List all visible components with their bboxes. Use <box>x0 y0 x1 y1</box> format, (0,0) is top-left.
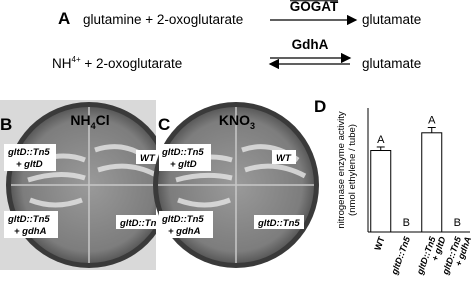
significance-letter: B <box>454 217 461 229</box>
panel-label: D <box>314 97 326 116</box>
label-box <box>4 211 58 238</box>
strain-label: gltD::Tn5 <box>161 147 204 158</box>
text-part: KNO <box>219 112 250 128</box>
strain-label: gltD::Tn5 <box>257 218 300 229</box>
strain-label: gltD::Tn5 <box>7 147 50 158</box>
strain-label: + gltD <box>16 159 43 170</box>
enzyme-label: GdhA <box>292 37 329 52</box>
bar <box>421 132 443 233</box>
reaction-substrates: glutamine + 2-oxoglutarate <box>83 12 243 27</box>
strain-label: + gdhA <box>168 226 201 237</box>
plate-title: NH4Cl <box>70 112 109 131</box>
growth-streaks <box>24 144 160 208</box>
x-tick-label: WT <box>372 235 386 252</box>
y-axis-label: nitrogenase enzyme activity <box>336 111 347 228</box>
panel-label: C <box>158 115 170 134</box>
x-tick-label: gltD::Tn5 <box>389 234 413 276</box>
significance-letter: B <box>403 217 410 229</box>
panel-label: B <box>0 115 12 134</box>
reaction-product: glutamate <box>362 56 421 71</box>
label-box <box>4 144 56 171</box>
strain-label: gltD::Tn5 <box>119 218 162 229</box>
strain-label: WT <box>140 153 156 164</box>
reaction-product: glutamate <box>362 12 421 27</box>
strain-label: WT <box>276 153 292 164</box>
strain-label: + gdhA <box>14 226 47 237</box>
bar-chart: nitrogenase enzyme activity (nmol ethylen… <box>336 108 473 277</box>
plate-panel: KNO3 gltD::Tn5 + gltD WT gltD::Tn5 + gdh… <box>153 100 319 270</box>
label-box <box>272 150 296 164</box>
enzyme-label: GOGAT <box>290 0 339 14</box>
text-part: NH <box>70 112 90 128</box>
significance-letter: A <box>377 134 385 146</box>
superscript: + <box>76 55 81 64</box>
text-part: + 2-oxoglutarate <box>81 56 183 71</box>
bar <box>370 150 392 233</box>
label-box <box>159 144 211 171</box>
subscript: 4 <box>91 121 96 131</box>
plate-panel: NH4Cl gltD::Tn5 + gltD WT gltD::Tn5 + gd… <box>0 100 176 270</box>
panel-label: A <box>58 9 70 28</box>
strain-label: + gltD <box>170 159 197 170</box>
strain-label: gltD::Tn5 <box>7 214 50 225</box>
significance-letter: A <box>428 114 436 126</box>
label-box <box>254 215 304 229</box>
label-box <box>159 211 213 238</box>
plate-title: KNO3 <box>219 112 255 131</box>
text-part: NH <box>52 56 72 71</box>
y-axis-label: (nmol ethylene / tube) <box>347 124 358 216</box>
label-box <box>136 150 160 164</box>
text-part: Cl <box>96 112 110 128</box>
superscript: 4 <box>72 55 77 64</box>
subscript: 3 <box>250 121 255 131</box>
reaction-substrates: NH4+ + 2-oxoglutarate <box>52 55 182 71</box>
label-box <box>116 215 166 229</box>
strain-label: gltD::Tn5 <box>161 214 204 225</box>
